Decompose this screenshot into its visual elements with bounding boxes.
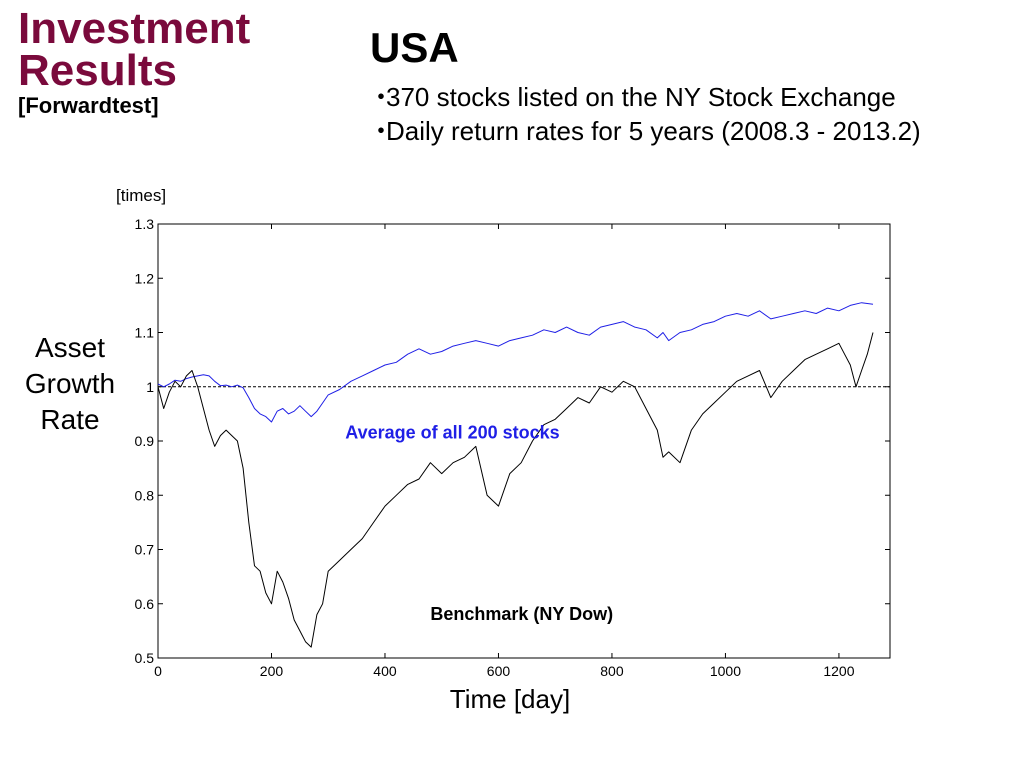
y-tick-label: 1 [146, 379, 154, 395]
y-tick-label: 0.6 [135, 596, 155, 612]
bullet-text: Daily return rates for 5 years (2008.3 -… [386, 116, 921, 146]
bullet-list: ・370 stocks listed on the NY Stock Excha… [368, 80, 921, 148]
title-block: Investment Results [Forwardtest] [18, 4, 251, 118]
page-subtitle: [Forwardtest] [18, 93, 159, 118]
series-line-benchmark [157, 332, 874, 648]
bullet-text: 370 stocks listed on the NY Stock Exchan… [386, 82, 896, 112]
y-axis-label: Asset Growth Rate [24, 332, 116, 435]
y-tick-label: 1.1 [135, 325, 155, 341]
bullet-item: ・370 stocks listed on the NY Stock Excha… [368, 80, 921, 114]
y-tick-label: 1.3 [135, 216, 155, 232]
series-line-average [157, 302, 874, 423]
y-tick-label: 0.9 [135, 433, 155, 449]
annotation-benchmark: Benchmark (NY Dow) [430, 604, 613, 624]
page-title: Investment Results [18, 4, 251, 95]
bullet-item: ・Daily return rates for 5 years (2008.3 … [368, 114, 921, 148]
x-tick-label: 800 [600, 663, 624, 679]
y-tick-label: 0.8 [135, 487, 155, 503]
x-axis-label: Time [day] [449, 684, 571, 714]
y-tick-label: 0.7 [135, 542, 155, 558]
region-title: USA [370, 24, 459, 71]
x-tick-label: 400 [373, 663, 397, 679]
x-tick-label: 200 [260, 663, 284, 679]
x-tick-label: 0 [154, 663, 162, 679]
y-tick-label: 1.2 [135, 270, 155, 286]
region-block: USA ・370 stocks listed on the NY Stock E… [368, 24, 921, 148]
annotation-average: Average of all 200 stocks [345, 422, 559, 442]
x-tick-label: 600 [487, 663, 511, 679]
y-unit-label: [times] [116, 186, 167, 205]
x-tick-label: 1000 [710, 663, 741, 679]
y-tick-label: 0.5 [135, 650, 155, 666]
x-tick-label: 1200 [823, 663, 854, 679]
